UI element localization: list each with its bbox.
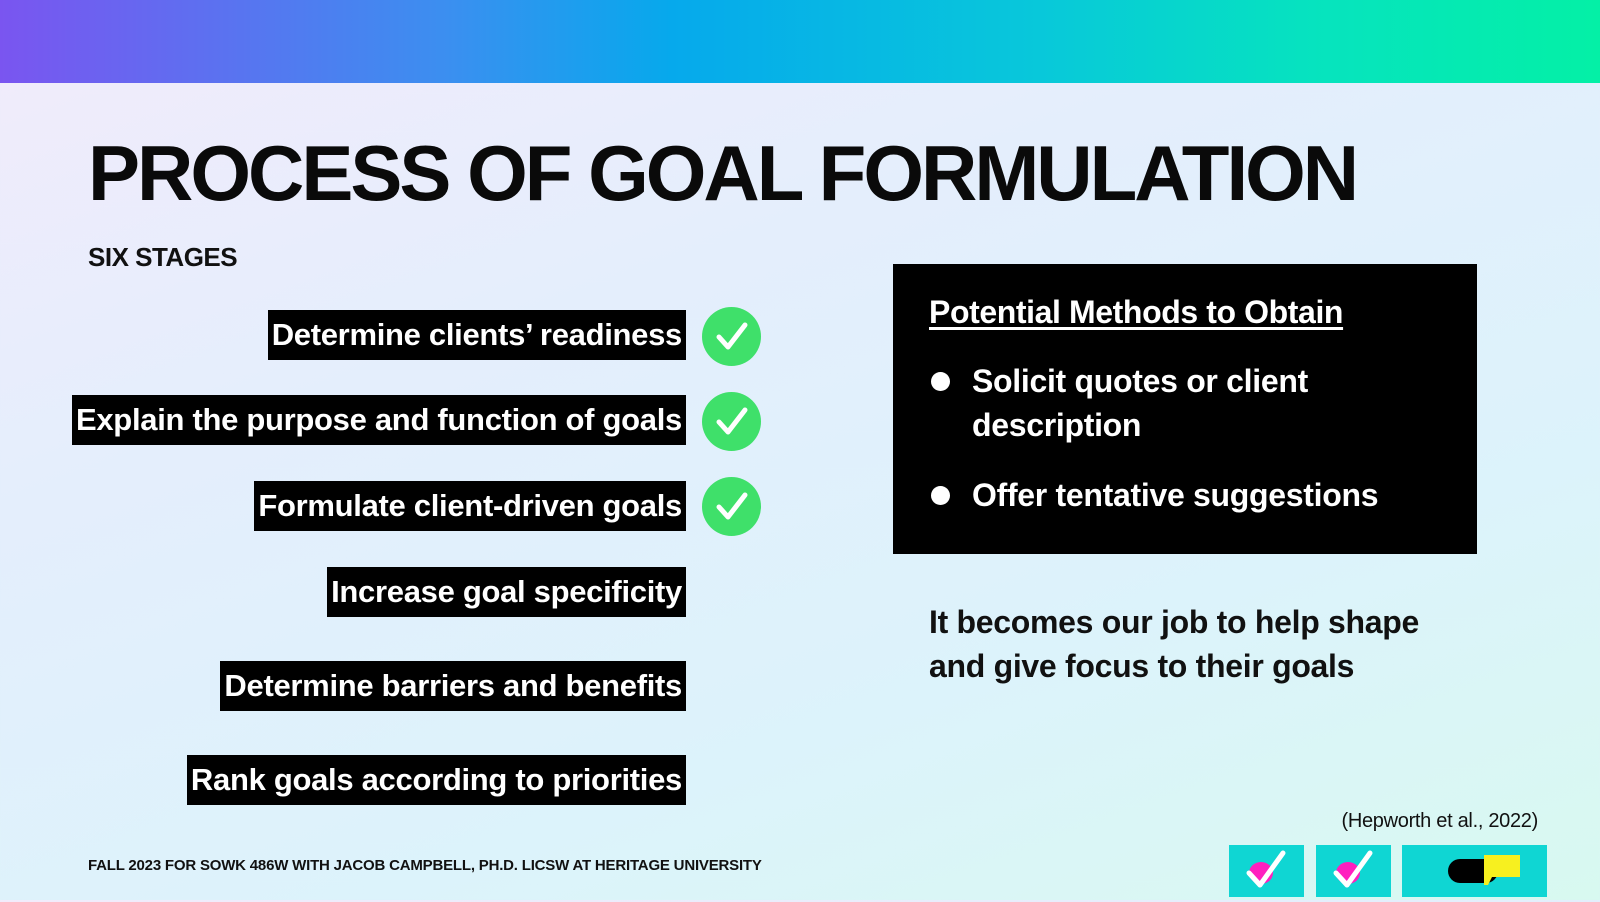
methods-panel: Potential Methods to Obtain Solicit quot…: [893, 264, 1477, 554]
slide-title: PROCESS OF GOAL FORMULATION: [88, 129, 1359, 217]
stage-3-check-icon: [702, 477, 761, 536]
stage-6-label: Rank goals according to priorities: [186, 755, 686, 805]
stage-5-label: Determine barriers and benefits: [220, 661, 686, 711]
stage-1-label: Determine clients’ readiness: [267, 310, 686, 360]
bullet-icon: [931, 372, 950, 391]
methods-item-text: Solicit quotes or client description: [972, 363, 1308, 443]
methods-list: Solicit quotes or client description Off…: [929, 359, 1441, 517]
bullet-icon: [931, 486, 950, 505]
flag-tile-icon: [1402, 845, 1547, 897]
stage-2-check-icon: [702, 392, 761, 451]
stage-4-label: Increase goal specificity: [327, 567, 686, 617]
note-text: It becomes our job to help shape and giv…: [929, 604, 1420, 684]
stage-2-label: Explain the purpose and function of goal…: [71, 395, 686, 445]
top-gradient-band: [0, 0, 1600, 83]
slide-subtitle: SIX STAGES: [88, 242, 238, 272]
stage-1-check-icon: [702, 307, 761, 366]
methods-heading: Potential Methods to Obtain: [929, 294, 1344, 330]
methods-item-text: Offer tentative suggestions: [972, 477, 1379, 513]
footer-text: FALL 2023 FOR SOWK 486W WITH JACOB CAMPB…: [88, 857, 762, 874]
methods-item: Offer tentative suggestions: [929, 473, 1441, 517]
citation: (Hepworth et al., 2022): [1341, 810, 1538, 832]
checkmark-tile-icon: [1229, 845, 1304, 897]
checkmark-tile-icon: [1316, 845, 1391, 897]
methods-item: Solicit quotes or client description: [929, 359, 1441, 447]
stage-3-label: Formulate client-driven goals: [254, 481, 686, 531]
